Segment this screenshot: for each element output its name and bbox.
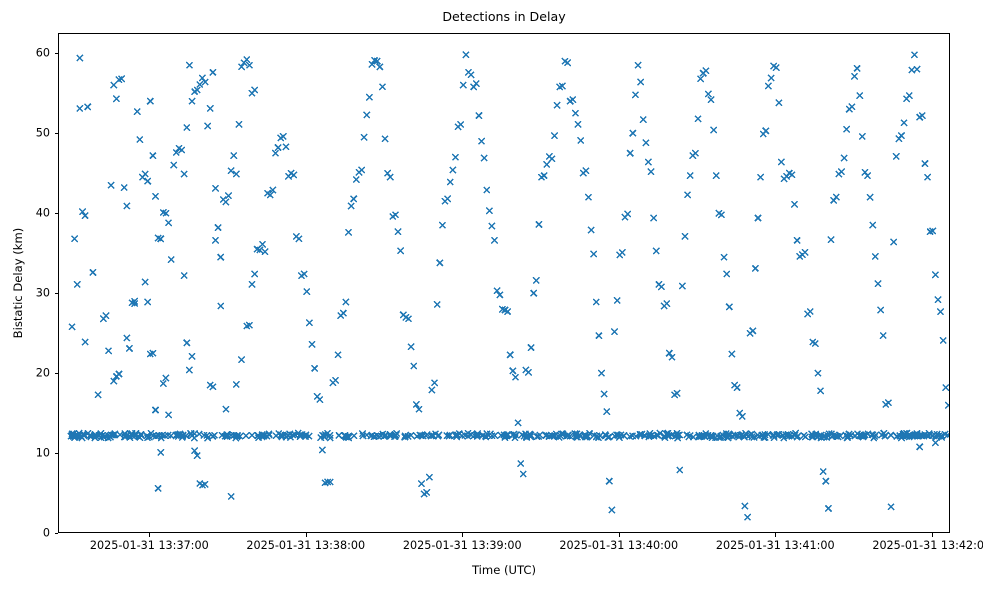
x-tick-mark [462,533,464,537]
x-tick-mark [618,533,620,537]
y-tick-mark [54,533,58,534]
y-tick-mark [54,53,58,54]
y-tick-label: 30 [35,286,50,300]
x-tick-mark [931,533,933,537]
y-axis-label: Bistatic Delay (km) [11,227,25,339]
x-tick-label: 2025-01-31 13:42:00 [872,539,983,552]
y-tick-mark [54,293,58,294]
y-tick-label: 50 [35,126,50,140]
x-tick-label: 2025-01-31 13:41:00 [715,539,835,552]
y-tick-mark [54,213,58,214]
x-tick-mark [775,533,777,537]
x-tick-mark [305,533,307,537]
y-tick-mark [54,133,58,134]
x-axis-label: Time (UTC) [471,563,537,577]
scatter-series-detections [67,51,949,521]
y-tick-label: 10 [35,446,50,460]
y-tick-label: 0 [42,526,50,540]
y-tick-mark [54,373,58,374]
x-tick-label: 2025-01-31 13:37:00 [89,539,209,552]
x-tick-label: 2025-01-31 13:39:00 [402,539,522,552]
x-tick-label: 2025-01-31 13:38:00 [246,539,366,552]
y-tick-label: 20 [35,366,50,380]
x-tick-label: 2025-01-31 13:40:00 [559,539,679,552]
y-tick-mark [54,453,58,454]
y-tick-label: 40 [35,206,50,220]
y-tick-label: 60 [35,46,50,60]
page-title: Detections in Delay [442,9,566,24]
x-tick-mark [149,533,151,537]
plot-area[interactable] [58,33,950,533]
